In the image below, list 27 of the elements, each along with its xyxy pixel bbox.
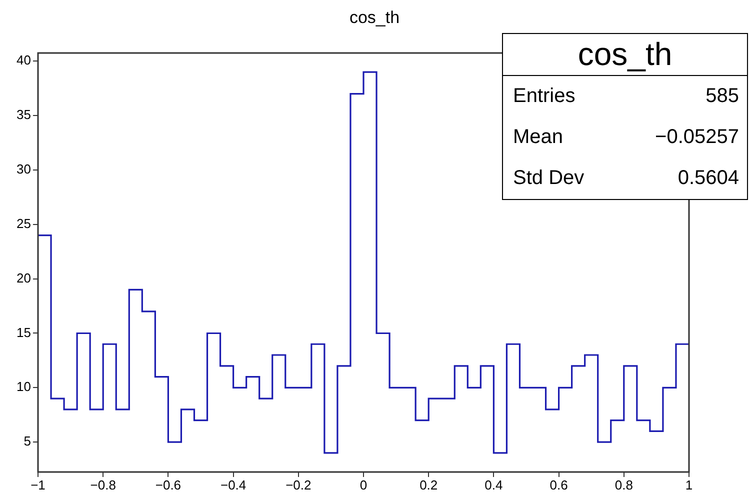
x-tick-label: 0.4 <box>484 477 503 492</box>
x-tick-label: 0 <box>360 477 368 492</box>
chart-title: cos_th <box>348 8 401 28</box>
x-tick-label: −0.8 <box>90 477 116 492</box>
x-tick-label: −0.4 <box>220 477 246 492</box>
x-tick-label: 0.2 <box>420 477 438 492</box>
y-tick-label: 15 <box>16 324 31 340</box>
y-tick-label: 10 <box>16 379 31 394</box>
x-tick-label: −0.6 <box>155 477 182 492</box>
x-tick-label: 0.8 <box>614 477 633 492</box>
x-tick-label: 1 <box>685 477 693 492</box>
y-tick-label: 35 <box>16 107 31 122</box>
annotation: Mean <box>513 125 564 150</box>
y-tick-label: 25 <box>16 216 31 231</box>
y-tick-label: 5 <box>24 434 31 449</box>
annotation: −0.05257 <box>655 125 739 150</box>
annotation: Entries <box>513 84 576 109</box>
annotation: 0.5604 <box>678 166 739 191</box>
x-tick-label: −0.2 <box>286 477 312 492</box>
y-tick-label: 40 <box>16 52 31 68</box>
y-tick-label: 20 <box>16 270 31 286</box>
x-tick-label: 0.6 <box>550 477 568 492</box>
annotation: cos_th <box>503 34 747 76</box>
y-tick-label: 30 <box>16 162 31 177</box>
x-tick-label: −1 <box>30 477 46 492</box>
text: 585 <box>706 84 739 109</box>
annotation: Std Dev <box>513 166 584 191</box>
